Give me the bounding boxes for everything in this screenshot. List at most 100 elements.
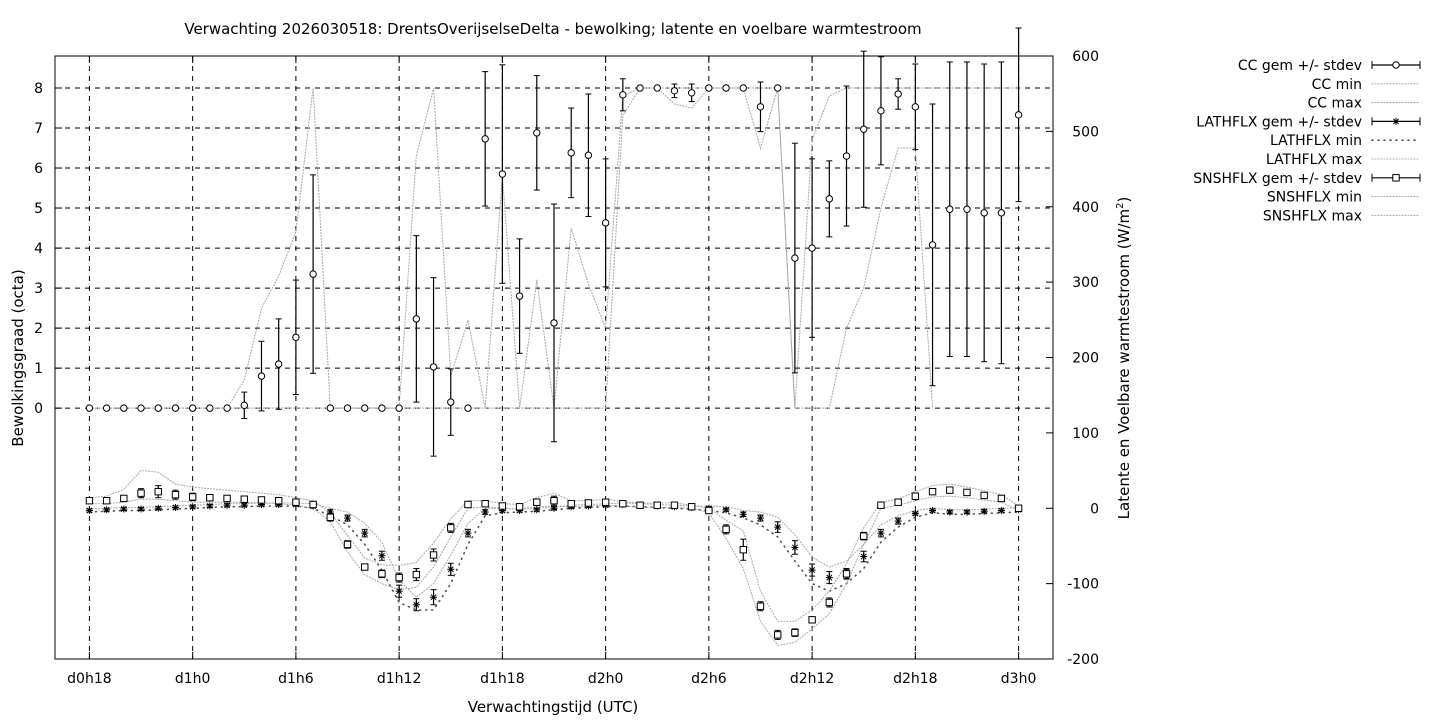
square-marker [154,487,162,496]
star-marker [946,508,954,516]
square-marker [206,493,214,502]
y2-tick-label: -100 [1067,577,1099,593]
star-marker [722,506,730,514]
star-marker [361,529,369,537]
circle-marker [464,404,472,412]
star-marker [550,504,558,512]
square-marker [188,493,197,501]
y-tick-label: 1 [34,361,43,377]
circle-marker [756,103,765,111]
star-marker [980,507,988,515]
circle-marker [567,149,575,157]
star-marker [774,523,782,531]
legend-label: LATHFLX gem +/- stdev [1196,114,1362,130]
x-tick-label: d1h18 [480,671,524,687]
square-marker [860,532,868,540]
square-marker [791,628,799,637]
x-tick-label: d1h12 [377,671,421,687]
circle-marker [412,315,421,323]
square-marker [722,525,730,534]
circle-marker [550,319,558,327]
square-marker [85,497,94,505]
circle-marker [773,84,782,92]
square-marker [756,602,765,610]
star-marker [808,566,816,574]
circle-marker [705,84,713,92]
circle-marker [911,103,920,111]
square-marker [636,501,644,509]
square-marker [137,489,145,497]
circle-marker [240,401,248,410]
circle-marker [188,404,197,412]
square-marker [773,631,782,639]
y2-axis-label-main: Latente en Voelbare warmtestroom (W/m [1115,209,1133,519]
star-marker [395,587,403,595]
legend-label: LATHFLX min [1270,133,1362,149]
square-marker [343,540,352,549]
legend-label: LATHFLX max [1266,152,1362,168]
square-marker [429,551,438,559]
circle-marker [515,292,524,300]
circle-marker [343,404,352,412]
y-axis-label: Bewolkingsgraad (octa) [9,269,27,446]
star-marker [206,502,214,510]
star-marker [963,508,971,516]
star-marker [911,510,919,518]
star-marker [825,574,833,582]
x-tick-label: d1h0 [175,671,211,687]
square-marker [309,500,317,509]
x-axis-label: Verwachtingstijd (UTC) [468,698,639,716]
star-marker [103,506,111,514]
square-marker [739,546,747,554]
square-marker [464,500,472,509]
circle-marker [206,404,214,412]
star-marker [137,505,145,513]
square-marker [292,498,300,506]
circle-marker [498,170,507,178]
square-marker [601,498,610,506]
star-marker [739,510,747,518]
square-marker [274,497,283,505]
square-marker [481,500,489,508]
star-marker [85,507,93,515]
square-marker [705,506,713,515]
legend-label: SNSHFLX gem +/- stdev [1193,171,1362,187]
y2-tick-label: 400 [1072,200,1099,216]
circle-marker [326,404,335,412]
square-marker [670,501,679,509]
square-marker [378,570,386,578]
series-line [88,505,1020,611]
legend-marker [1392,61,1400,69]
circle-marker [171,404,180,412]
chart-title: Verwachting 2026030518: DrentsOverijsels… [184,20,921,38]
legend-label: CC gem +/- stdev [1238,58,1362,74]
y-tick-label: 7 [34,121,43,137]
square-marker [687,503,696,511]
legend-label: CC max [1307,96,1362,112]
star-marker [860,552,868,560]
y-tick-label: 6 [34,161,43,177]
circle-marker [946,205,954,213]
square-marker [911,492,920,500]
circle-marker [808,244,816,252]
square-marker [997,494,1006,503]
circle-marker [997,209,1006,217]
legend-marker [1392,174,1400,182]
series-line [88,502,1020,598]
square-marker [533,498,541,506]
circle-marker [292,333,300,341]
circle-marker [791,254,799,262]
square-marker [412,570,421,579]
mean-stdev-marks [85,27,1023,640]
legend-label: SNSHFLX min [1267,190,1362,206]
star-marker [171,503,179,511]
circle-marker [584,151,593,159]
circle-marker [980,209,988,217]
square-marker [825,598,834,607]
circle-marker [102,404,111,412]
square-marker [567,500,575,508]
x-tick-label: d1h6 [278,671,314,687]
circle-marker [670,87,679,95]
star-marker [929,507,937,515]
